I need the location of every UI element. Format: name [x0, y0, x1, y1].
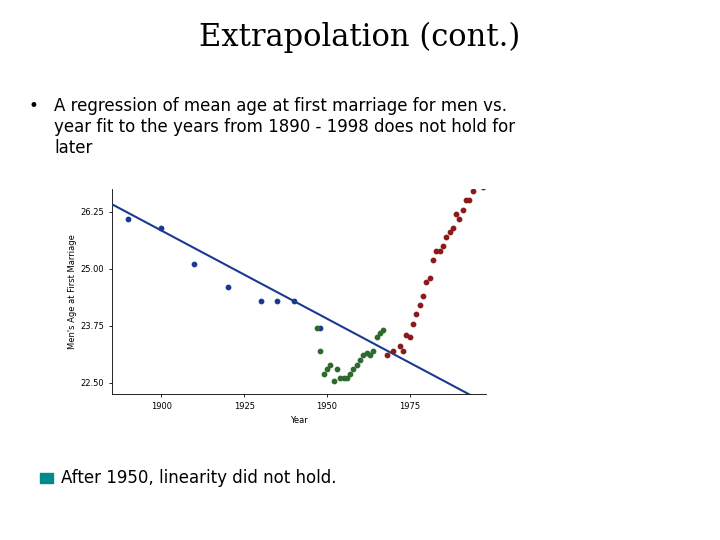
Text: A regression of mean age at first marriage for men vs.
year fit to the years fro: A regression of mean age at first marria… — [54, 97, 515, 157]
Point — [441, 233, 452, 241]
Point — [122, 214, 134, 223]
Point — [404, 333, 415, 341]
Point — [410, 310, 422, 319]
Point — [255, 296, 266, 305]
Point — [467, 187, 479, 195]
Point — [321, 365, 333, 374]
Y-axis label: Men's Age at First Marriage: Men's Age at First Marriage — [68, 234, 77, 349]
Point — [361, 349, 372, 357]
X-axis label: Year: Year — [290, 416, 307, 426]
Point — [315, 347, 326, 355]
Point — [437, 242, 449, 251]
Point — [394, 342, 405, 350]
Point — [189, 260, 200, 268]
Point — [351, 360, 363, 369]
Point — [477, 183, 488, 191]
Point — [288, 296, 300, 305]
Point — [464, 196, 475, 205]
Point — [156, 224, 167, 232]
Point — [315, 324, 326, 333]
Point — [318, 369, 330, 378]
Point — [427, 255, 438, 264]
Point — [444, 228, 455, 237]
Point — [368, 347, 379, 355]
Point — [371, 333, 382, 341]
Point — [387, 347, 399, 355]
Point — [447, 224, 459, 232]
Point — [420, 278, 432, 287]
Point — [418, 292, 429, 300]
Text: •: • — [29, 97, 39, 115]
Point — [344, 369, 356, 378]
Point — [397, 347, 409, 355]
Point — [460, 196, 472, 205]
Point — [335, 374, 346, 382]
Text: After 1950, linearity did not hold.: After 1950, linearity did not hold. — [61, 469, 337, 487]
Point — [457, 205, 469, 214]
Text: Extrapolation (cont.): Extrapolation (cont.) — [199, 22, 521, 53]
Point — [338, 374, 349, 382]
Point — [341, 374, 353, 382]
Point — [431, 246, 442, 255]
Point — [408, 319, 419, 328]
Point — [331, 365, 343, 374]
Point — [311, 324, 323, 333]
Point — [451, 210, 462, 218]
Point — [348, 365, 359, 374]
Point — [358, 351, 369, 360]
Point — [381, 351, 392, 360]
Point — [474, 168, 485, 177]
Point — [401, 330, 413, 339]
Point — [454, 214, 465, 223]
Point — [222, 283, 233, 292]
Point — [271, 296, 283, 305]
Point — [434, 246, 446, 255]
Point — [325, 360, 336, 369]
Point — [414, 301, 426, 309]
Point — [424, 274, 436, 282]
Point — [377, 326, 389, 335]
Point — [470, 178, 482, 186]
Point — [364, 351, 376, 360]
Point — [328, 376, 339, 385]
Point — [374, 328, 386, 337]
Point — [354, 356, 366, 364]
